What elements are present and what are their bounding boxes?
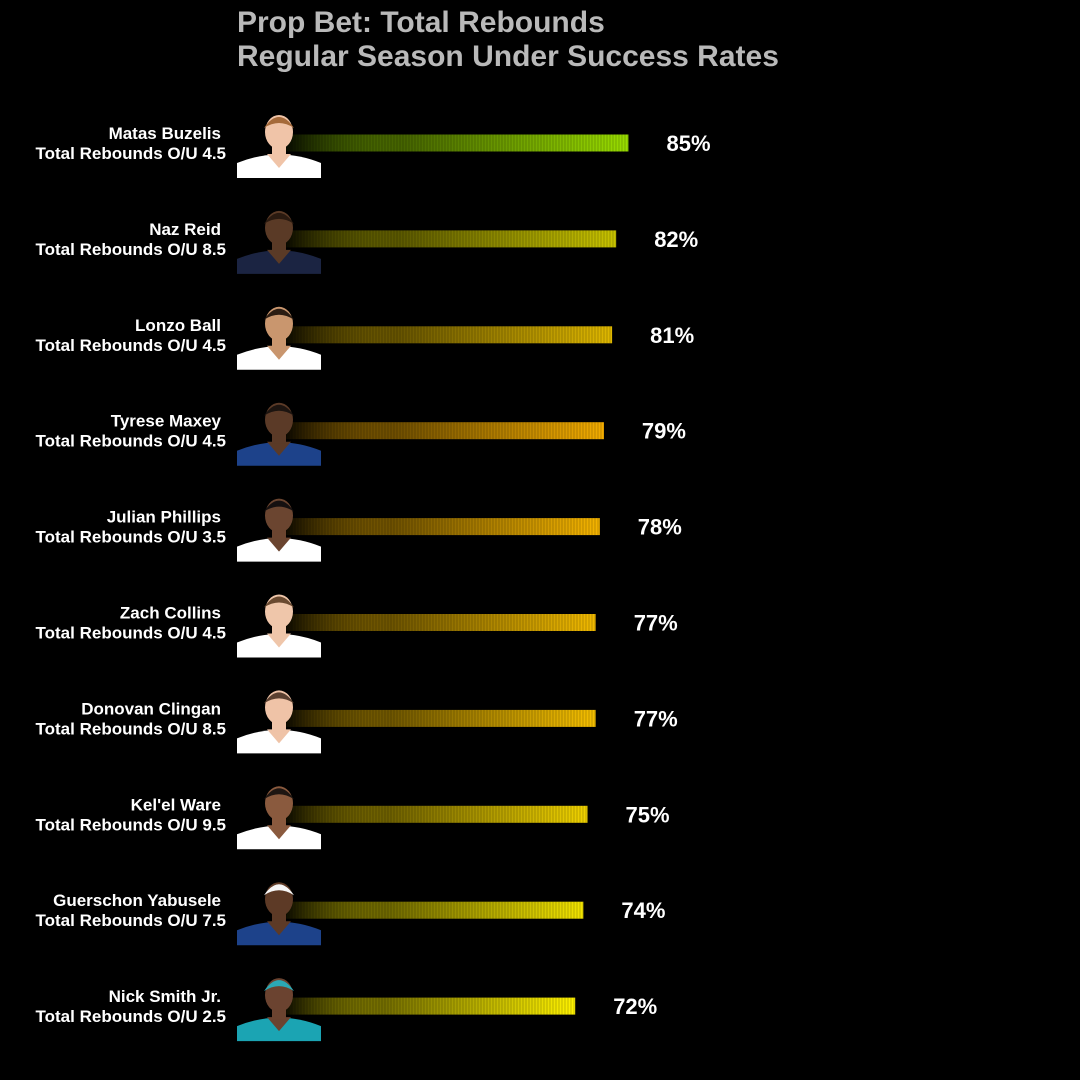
value-label: 77% [634, 706, 678, 731]
prop-line-label: Total Rebounds O/U 4.5 [36, 144, 226, 163]
value-label: 77% [634, 611, 678, 636]
player-headshot-icon [237, 115, 321, 178]
player-name-label: Naz Reid [149, 220, 221, 239]
value-label: 82% [654, 227, 698, 252]
prop-line-label: Total Rebounds O/U 2.5 [36, 1007, 226, 1026]
player-name-label: Nick Smith Jr. [109, 987, 221, 1006]
value-label: 79% [642, 419, 686, 444]
bar [280, 901, 584, 919]
bar-texture [282, 134, 629, 152]
bar-texture [282, 709, 596, 727]
bar [280, 997, 576, 1015]
bar-texture [282, 422, 602, 440]
bar [280, 230, 617, 248]
value-label: 85% [667, 131, 711, 156]
player-headshot-icon [237, 786, 321, 850]
value-label: 74% [621, 898, 665, 923]
prop-line-label: Total Rebounds O/U 7.5 [36, 911, 226, 930]
bar-texture [282, 805, 587, 823]
player-name-label: Guerschon Yabusele [53, 891, 221, 910]
value-label: 75% [626, 802, 670, 827]
bar [280, 805, 588, 823]
prop-line-label: Total Rebounds O/U 3.5 [36, 528, 226, 547]
player-headshot-icon [237, 210, 321, 274]
bar-texture [282, 518, 599, 536]
bar-texture [282, 230, 617, 248]
player-name-label: Donovan Clingan [81, 699, 221, 718]
bar [280, 614, 596, 631]
player-headshot-icon [237, 306, 321, 370]
value-label: 78% [638, 515, 682, 540]
player-name-label: Julian Phillips [107, 508, 221, 527]
player-headshot-icon [237, 402, 321, 466]
prop-line-label: Total Rebounds O/U 9.5 [36, 815, 226, 834]
player-headshot-icon [237, 882, 321, 946]
bar-texture [282, 901, 584, 919]
player-name-label: Lonzo Ball [135, 316, 221, 335]
chart-subtitle: Regular Season Under Success Rates [237, 40, 779, 73]
player-name-label: Matas Buzelis [109, 124, 221, 143]
bar [280, 422, 604, 440]
player-headshot-icon [237, 978, 321, 1042]
player-headshot-icon [237, 594, 321, 658]
player-headshot-icon [237, 690, 321, 754]
bar [280, 134, 629, 152]
prop-line-label: Total Rebounds O/U 4.5 [36, 432, 226, 451]
chart-title: Prop Bet: Total Rebounds [237, 6, 605, 39]
value-label: 81% [650, 323, 694, 348]
player-name-label: Zach Collins [120, 604, 221, 623]
prop-line-label: Total Rebounds O/U 8.5 [36, 240, 226, 259]
prop-line-label: Total Rebounds O/U 4.5 [36, 336, 226, 355]
bar [280, 518, 600, 536]
bar [280, 326, 613, 344]
player-name-label: Kel'el Ware [131, 795, 221, 814]
chart-title-block: Prop Bet: Total Rebounds Regular Season … [237, 6, 779, 74]
bar [280, 709, 596, 727]
value-label: 72% [613, 994, 657, 1019]
bar-texture [282, 997, 575, 1015]
player-name-label: Tyrese Maxey [111, 412, 222, 431]
prop-line-label: Total Rebounds O/U 4.5 [36, 624, 226, 643]
prop-line-label: Total Rebounds O/U 8.5 [36, 719, 226, 738]
player-headshot-icon [237, 498, 321, 562]
